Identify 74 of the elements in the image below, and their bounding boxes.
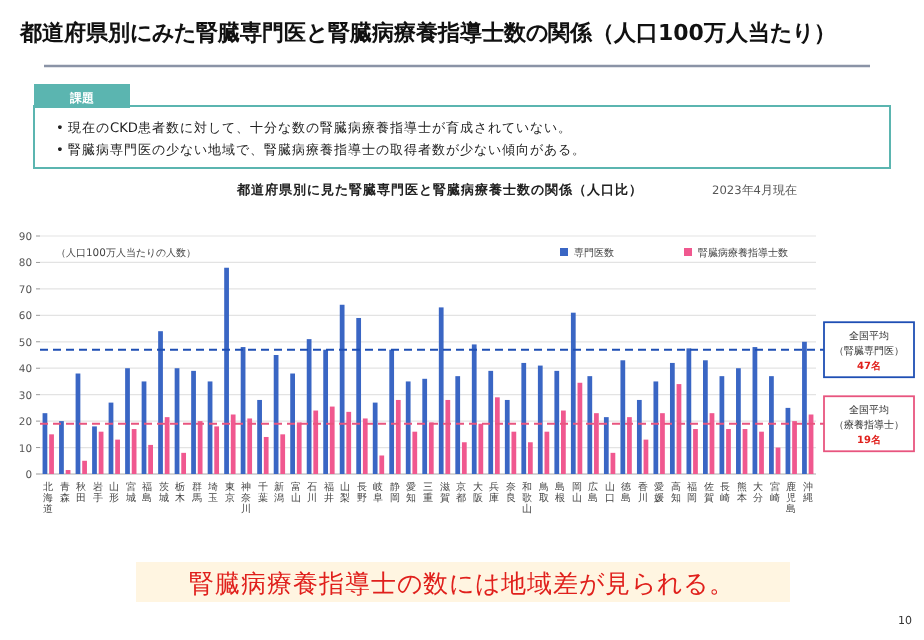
bar bbox=[306, 339, 312, 474]
bar bbox=[455, 376, 461, 474]
bar bbox=[736, 368, 741, 474]
bar bbox=[92, 426, 97, 474]
bar bbox=[214, 426, 220, 474]
bar bbox=[372, 402, 378, 474]
bar bbox=[346, 411, 352, 474]
bar bbox=[280, 434, 286, 474]
bar bbox=[478, 423, 484, 474]
chart-title: 都道府県別にみた腎臓専門医と腎臓病療養指導士数の関係（人口100万人当たり） bbox=[18, 20, 836, 46]
bar bbox=[587, 376, 593, 474]
bar bbox=[537, 365, 543, 474]
bar bbox=[438, 307, 444, 474]
bar bbox=[511, 431, 517, 474]
bar bbox=[49, 434, 54, 474]
bar bbox=[636, 399, 642, 474]
bar bbox=[296, 422, 302, 474]
bar bbox=[59, 421, 64, 474]
bar bbox=[158, 331, 163, 474]
bar bbox=[570, 312, 576, 474]
bar bbox=[329, 406, 335, 474]
bar bbox=[686, 348, 692, 474]
bar bbox=[125, 368, 130, 474]
bar bbox=[412, 431, 418, 474]
bar bbox=[362, 418, 368, 474]
bar bbox=[527, 442, 533, 474]
bar bbox=[395, 399, 401, 474]
bar bbox=[224, 267, 229, 474]
bar bbox=[230, 414, 236, 474]
bar bbox=[247, 418, 253, 474]
bar bbox=[148, 444, 153, 474]
bar bbox=[164, 417, 170, 474]
bar bbox=[313, 410, 319, 474]
bar bbox=[389, 349, 395, 474]
bar bbox=[521, 362, 527, 474]
bar bbox=[693, 429, 698, 474]
bar bbox=[703, 360, 708, 474]
bar bbox=[461, 442, 467, 474]
bar bbox=[544, 431, 550, 474]
bar bbox=[627, 417, 632, 474]
bar bbox=[554, 370, 560, 474]
bar bbox=[620, 360, 626, 474]
bar bbox=[82, 460, 87, 474]
bar bbox=[422, 378, 428, 474]
bar bbox=[257, 399, 262, 474]
bar bbox=[792, 421, 797, 474]
text: 腎臓病療養指導士の数には地域差が見られる。 bbox=[189, 568, 735, 598]
bar bbox=[726, 429, 731, 474]
bar bbox=[594, 413, 599, 474]
bar bbox=[379, 455, 385, 474]
bar bbox=[445, 399, 451, 474]
bar bbox=[769, 376, 774, 474]
bar bbox=[290, 373, 295, 474]
bar bbox=[802, 341, 807, 474]
bar bbox=[653, 381, 659, 474]
bar bbox=[263, 436, 269, 474]
bar bbox=[669, 362, 675, 474]
bar bbox=[323, 349, 329, 474]
bar bbox=[504, 399, 510, 474]
bar bbox=[191, 370, 196, 474]
bar bbox=[405, 381, 411, 474]
bar bbox=[197, 421, 203, 474]
bar bbox=[471, 344, 477, 474]
bar bbox=[660, 413, 665, 474]
bar bbox=[428, 422, 434, 474]
bar bbox=[603, 417, 609, 474]
bar bbox=[181, 452, 187, 474]
bar bbox=[494, 397, 500, 474]
bar bbox=[356, 317, 362, 474]
bar bbox=[561, 410, 566, 474]
bar bbox=[759, 431, 764, 474]
bar bbox=[115, 439, 120, 474]
bar bbox=[339, 304, 345, 474]
bar bbox=[488, 370, 494, 474]
